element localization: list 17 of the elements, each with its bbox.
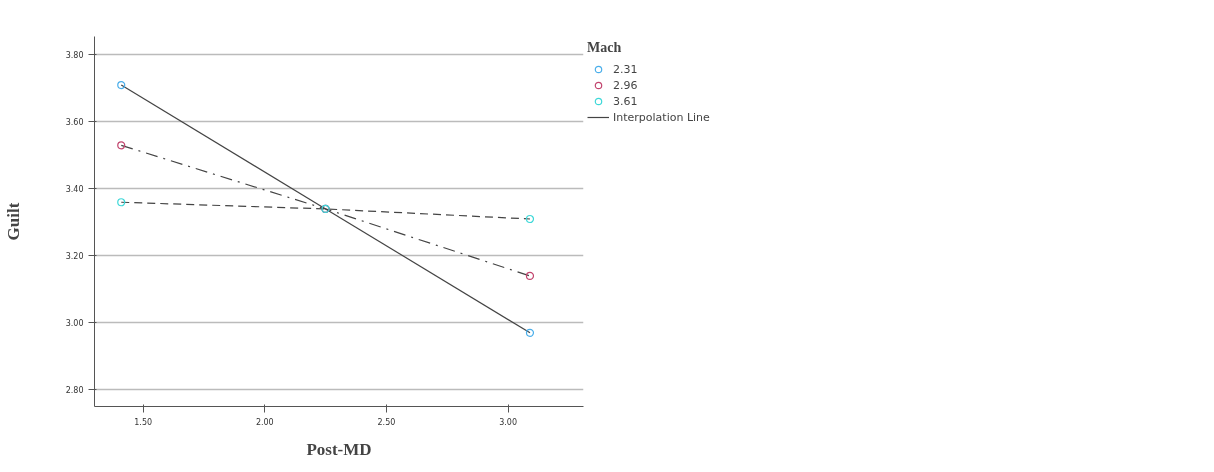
y-tick-label: 3.80 xyxy=(65,51,84,61)
x-tick-label: 2.50 xyxy=(377,417,396,427)
x-tick-label: 2.00 xyxy=(255,417,274,427)
text: Interpolation Line xyxy=(613,110,710,124)
y-axis-title: Guilt xyxy=(3,202,23,241)
x-tick-label: 1.50 xyxy=(134,417,153,427)
x-axis-title: Post-MD xyxy=(306,439,372,459)
y-tick-label: 2.80 xyxy=(65,386,84,396)
legend-label: 2.31 xyxy=(613,62,638,76)
y-tick-label: 3.40 xyxy=(65,185,84,195)
legend-title: Mach xyxy=(587,40,623,56)
y-tick-label: 3.60 xyxy=(65,118,84,128)
legend-label: 2.96 xyxy=(613,78,638,92)
x-tick-label: 3.00 xyxy=(499,417,517,427)
legend-label: 3.61 xyxy=(613,94,638,108)
y-tick-label: 3.00 xyxy=(65,319,84,329)
y-tick-label: 3.20 xyxy=(65,252,84,262)
